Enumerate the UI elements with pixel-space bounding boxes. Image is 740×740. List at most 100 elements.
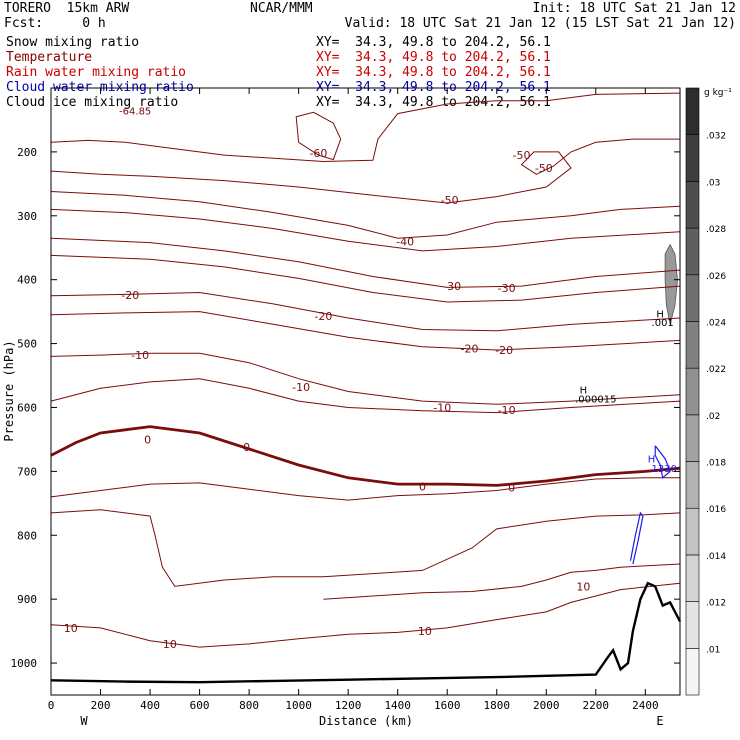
field-xy-rain: XY= 34.3, 49.8 to 204.2, 56.1 bbox=[316, 65, 551, 80]
contour-label: -10 bbox=[292, 381, 310, 394]
contour-label: -30 bbox=[443, 280, 461, 293]
x-tick-label: 2400 bbox=[632, 699, 659, 712]
temperature-contour bbox=[50, 237, 681, 288]
y-tick-label: 800 bbox=[17, 529, 37, 542]
contour-label: -10 bbox=[498, 404, 516, 417]
x-tick-label: 400 bbox=[140, 699, 160, 712]
field-name-temperature: Temperature bbox=[6, 50, 93, 65]
high-marker: H bbox=[656, 310, 664, 321]
colorbar-segment bbox=[685, 134, 700, 182]
contour-label: -60 bbox=[309, 147, 327, 160]
extremum-value: .1330 bbox=[648, 464, 677, 475]
field-name-rain: Rain water mixing ratio bbox=[6, 65, 187, 80]
high-marker: H bbox=[580, 386, 588, 397]
contour-label: 0 bbox=[508, 481, 515, 494]
x-tick-label: 2000 bbox=[533, 699, 560, 712]
x-tick-label: 1200 bbox=[335, 699, 362, 712]
x-left-direction: W bbox=[80, 714, 88, 728]
temperature-contour bbox=[50, 311, 681, 351]
temperature-contour bbox=[50, 208, 681, 252]
field-xy-snow: XY= 34.3, 49.8 to 204.2, 56.1 bbox=[316, 35, 551, 50]
x-right-direction: E bbox=[656, 714, 663, 728]
colorbar-tick-label: .018 bbox=[706, 459, 726, 469]
temperature-contour bbox=[323, 563, 681, 600]
contour-label: 0 bbox=[144, 433, 151, 446]
colorbar-tick-label: .01 bbox=[706, 645, 720, 655]
contour-label: -20 bbox=[495, 344, 513, 357]
contour-label: 0 bbox=[243, 441, 250, 454]
contour-label: -20 bbox=[461, 343, 479, 356]
colorbar-segment bbox=[685, 414, 700, 462]
colorbar-tick-label: .014 bbox=[706, 552, 726, 562]
temperature-contour bbox=[50, 254, 681, 303]
forecast-hour: Fcst: 0 h bbox=[4, 16, 106, 31]
colorbar-segment bbox=[685, 274, 700, 322]
colorbar-tick-label: .012 bbox=[706, 599, 726, 609]
contour-label: 10 bbox=[418, 625, 432, 638]
colorbar-tick-label: .032 bbox=[706, 132, 726, 142]
colorbar-unit: g kg⁻¹ bbox=[704, 88, 732, 98]
x-tick-label: 0 bbox=[48, 699, 55, 712]
y-tick-label: 900 bbox=[17, 593, 37, 606]
valid-time: Valid: 18 UTC Sat 21 Jan 12 (15 LST Sat … bbox=[344, 16, 736, 31]
colorbar-segment bbox=[685, 367, 700, 416]
extremum-value: .001 bbox=[652, 318, 674, 329]
colorbar-segment bbox=[685, 601, 700, 649]
x-tick-label: 1400 bbox=[384, 699, 411, 712]
high-marker: H bbox=[648, 455, 656, 466]
colorbar-tick-label: .03 bbox=[706, 178, 720, 188]
temperature-contour bbox=[50, 378, 681, 414]
contour-label: -50 bbox=[513, 149, 531, 162]
y-tick-label: 700 bbox=[17, 465, 37, 478]
colorbar-segment bbox=[685, 648, 700, 696]
field-xy-temperature: XY= 34.3, 49.8 to 204.2, 56.1 bbox=[316, 50, 551, 65]
colorbar-tick-label: .02 bbox=[706, 412, 720, 422]
temperature-contour bbox=[50, 191, 681, 239]
field-name-cloud-ice: Cloud ice mixing ratio bbox=[6, 95, 179, 110]
contour-label: -10 bbox=[433, 401, 451, 414]
x-tick-label: 600 bbox=[190, 699, 210, 712]
temperature-contour bbox=[295, 111, 342, 161]
colorbar: .01 .012 .014 .016 .018 .02 .022 .024 .026 .028 .0… bbox=[685, 87, 726, 696]
temperature-contour bbox=[50, 138, 680, 204]
field-xy-cloud-ice: XY= 34.3, 49.8 to 204.2, 56.1 bbox=[316, 95, 551, 110]
colorbar-tick-label: .028 bbox=[706, 225, 726, 235]
terrain-line bbox=[50, 581, 682, 684]
cloud-ice-shading bbox=[664, 243, 678, 325]
x-axis-label: Distance (km) bbox=[319, 714, 413, 728]
colorbar-segment bbox=[685, 507, 700, 556]
contour-label: 0 bbox=[419, 481, 426, 494]
colorbar-segment bbox=[685, 554, 700, 602]
colorbar-segment bbox=[685, 321, 700, 369]
colorbar-tick-label: .022 bbox=[706, 365, 726, 375]
contour-label: -40 bbox=[396, 235, 414, 248]
y-tick-label: 500 bbox=[17, 338, 37, 351]
y-tick-label: 600 bbox=[17, 401, 37, 414]
colorbar-tick-label: .026 bbox=[706, 272, 726, 282]
contour-label: 10 bbox=[576, 580, 590, 593]
x-tick-label: 200 bbox=[91, 699, 111, 712]
model-title: TORERO 15km ARW bbox=[4, 1, 130, 16]
x-tick-label: 1000 bbox=[285, 699, 312, 712]
extremum-value: .000015 bbox=[575, 395, 616, 406]
temperature-contour bbox=[50, 425, 681, 487]
cloud-water-contour bbox=[654, 445, 671, 479]
temperature-contour bbox=[50, 582, 681, 648]
center-label: NCAR/MMM bbox=[250, 1, 313, 16]
contour-label: -50 bbox=[535, 162, 553, 175]
contour-label: -50 bbox=[441, 194, 459, 207]
x-tick-label: 2200 bbox=[583, 699, 610, 712]
x-tick-label: 1600 bbox=[434, 699, 461, 712]
colorbar-segment bbox=[685, 87, 700, 135]
contour-label: -20 bbox=[314, 310, 332, 323]
temperature-contour bbox=[50, 92, 681, 163]
init-time: Init: 18 UTC Sat 21 Jan 12 bbox=[532, 1, 737, 16]
temperature-contour bbox=[50, 509, 681, 587]
colorbar-segment bbox=[685, 181, 700, 229]
contour-label: -30 bbox=[498, 282, 516, 295]
extremum-value: -64.85 bbox=[119, 106, 151, 117]
contour-label: -10 bbox=[131, 349, 149, 362]
temperature-contour bbox=[50, 291, 681, 332]
y-axis-label: Pressure (hPa) bbox=[2, 340, 16, 441]
